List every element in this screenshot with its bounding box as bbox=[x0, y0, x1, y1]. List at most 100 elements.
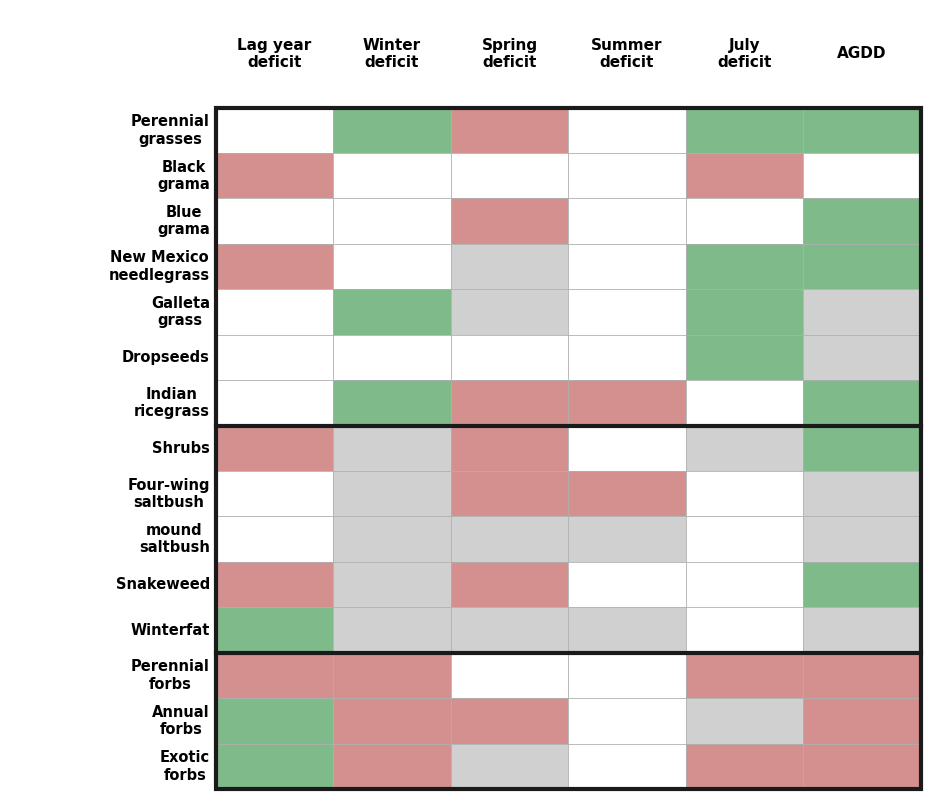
Bar bbox=[333, 562, 451, 607]
Bar bbox=[685, 653, 804, 698]
Bar bbox=[451, 562, 568, 607]
Bar bbox=[568, 108, 685, 153]
Bar bbox=[333, 516, 451, 562]
Bar bbox=[451, 698, 568, 744]
Bar bbox=[451, 380, 568, 426]
Bar bbox=[685, 744, 804, 789]
Bar bbox=[568, 244, 685, 289]
Bar bbox=[216, 335, 333, 380]
Bar bbox=[333, 698, 451, 744]
Bar bbox=[216, 198, 333, 244]
Text: New Mexico
needlegrass: New Mexico needlegrass bbox=[109, 250, 210, 283]
Bar bbox=[804, 562, 921, 607]
Bar bbox=[804, 607, 921, 653]
Bar bbox=[216, 380, 333, 426]
Text: Perennial
grasses: Perennial grasses bbox=[131, 114, 210, 147]
Text: Blue
grama: Blue grama bbox=[157, 205, 210, 238]
Bar bbox=[685, 426, 804, 471]
Bar bbox=[451, 198, 568, 244]
Bar bbox=[333, 380, 451, 426]
Text: Lag year
deficit: Lag year deficit bbox=[237, 37, 312, 70]
Bar bbox=[568, 380, 685, 426]
Bar bbox=[333, 471, 451, 516]
Text: Winter
deficit: Winter deficit bbox=[363, 37, 421, 70]
Bar bbox=[568, 289, 685, 335]
Bar bbox=[216, 744, 333, 789]
Bar bbox=[333, 607, 451, 653]
Text: Exotic
forbs: Exotic forbs bbox=[160, 750, 210, 783]
Bar bbox=[216, 289, 333, 335]
Text: Indian
ricegrass: Indian ricegrass bbox=[134, 387, 210, 419]
Bar bbox=[216, 153, 333, 198]
Bar bbox=[216, 562, 333, 607]
Bar bbox=[804, 698, 921, 744]
Bar bbox=[568, 471, 685, 516]
Bar bbox=[451, 516, 568, 562]
Bar bbox=[216, 244, 333, 289]
Bar bbox=[216, 516, 333, 562]
Bar bbox=[333, 108, 451, 153]
Bar bbox=[451, 335, 568, 380]
Bar bbox=[216, 471, 333, 516]
Bar bbox=[568, 698, 685, 744]
Bar bbox=[568, 562, 685, 607]
Text: mound
saltbush: mound saltbush bbox=[139, 523, 210, 556]
Bar bbox=[216, 108, 333, 153]
Bar bbox=[804, 153, 921, 198]
Bar bbox=[568, 653, 685, 698]
Bar bbox=[685, 516, 804, 562]
Bar bbox=[216, 108, 921, 789]
Text: Black
grama: Black grama bbox=[157, 159, 210, 192]
Text: Four-wing
saltbush: Four-wing saltbush bbox=[127, 477, 210, 510]
Bar bbox=[333, 426, 451, 471]
Bar bbox=[451, 653, 568, 698]
Text: Summer
deficit: Summer deficit bbox=[591, 37, 663, 70]
Bar bbox=[804, 244, 921, 289]
Bar bbox=[333, 744, 451, 789]
Bar bbox=[216, 653, 333, 698]
Bar bbox=[333, 653, 451, 698]
Bar bbox=[685, 244, 804, 289]
Bar bbox=[685, 380, 804, 426]
Bar bbox=[804, 380, 921, 426]
Bar bbox=[685, 108, 804, 153]
Bar bbox=[568, 153, 685, 198]
Text: Dropseeds: Dropseeds bbox=[122, 350, 210, 365]
Bar bbox=[451, 744, 568, 789]
Bar bbox=[333, 244, 451, 289]
Bar bbox=[568, 426, 685, 471]
Bar bbox=[216, 426, 333, 471]
Bar bbox=[804, 426, 921, 471]
Bar bbox=[568, 335, 685, 380]
Bar bbox=[685, 562, 804, 607]
Bar bbox=[685, 471, 804, 516]
Bar bbox=[451, 244, 568, 289]
Text: AGDD: AGDD bbox=[837, 46, 886, 61]
Text: Galleta
grass: Galleta grass bbox=[151, 296, 210, 328]
Bar bbox=[451, 289, 568, 335]
Text: Winterfat: Winterfat bbox=[130, 622, 210, 638]
Bar bbox=[804, 653, 921, 698]
Bar bbox=[685, 335, 804, 380]
Bar bbox=[333, 289, 451, 335]
Bar bbox=[804, 335, 921, 380]
Bar bbox=[804, 516, 921, 562]
Bar bbox=[451, 471, 568, 516]
Text: Spring
deficit: Spring deficit bbox=[482, 37, 538, 70]
Bar bbox=[685, 607, 804, 653]
Bar bbox=[333, 198, 451, 244]
Bar bbox=[568, 744, 685, 789]
Text: Shrubs: Shrubs bbox=[152, 441, 210, 456]
Bar bbox=[685, 198, 804, 244]
Bar bbox=[804, 744, 921, 789]
Bar bbox=[804, 471, 921, 516]
Bar bbox=[333, 335, 451, 380]
Bar bbox=[804, 108, 921, 153]
Text: Snakeweed: Snakeweed bbox=[115, 577, 210, 592]
Bar bbox=[451, 426, 568, 471]
Text: Perennial
forbs: Perennial forbs bbox=[131, 659, 210, 692]
Bar bbox=[451, 153, 568, 198]
Bar bbox=[685, 153, 804, 198]
Text: July
deficit: July deficit bbox=[717, 37, 772, 70]
Bar bbox=[568, 198, 685, 244]
